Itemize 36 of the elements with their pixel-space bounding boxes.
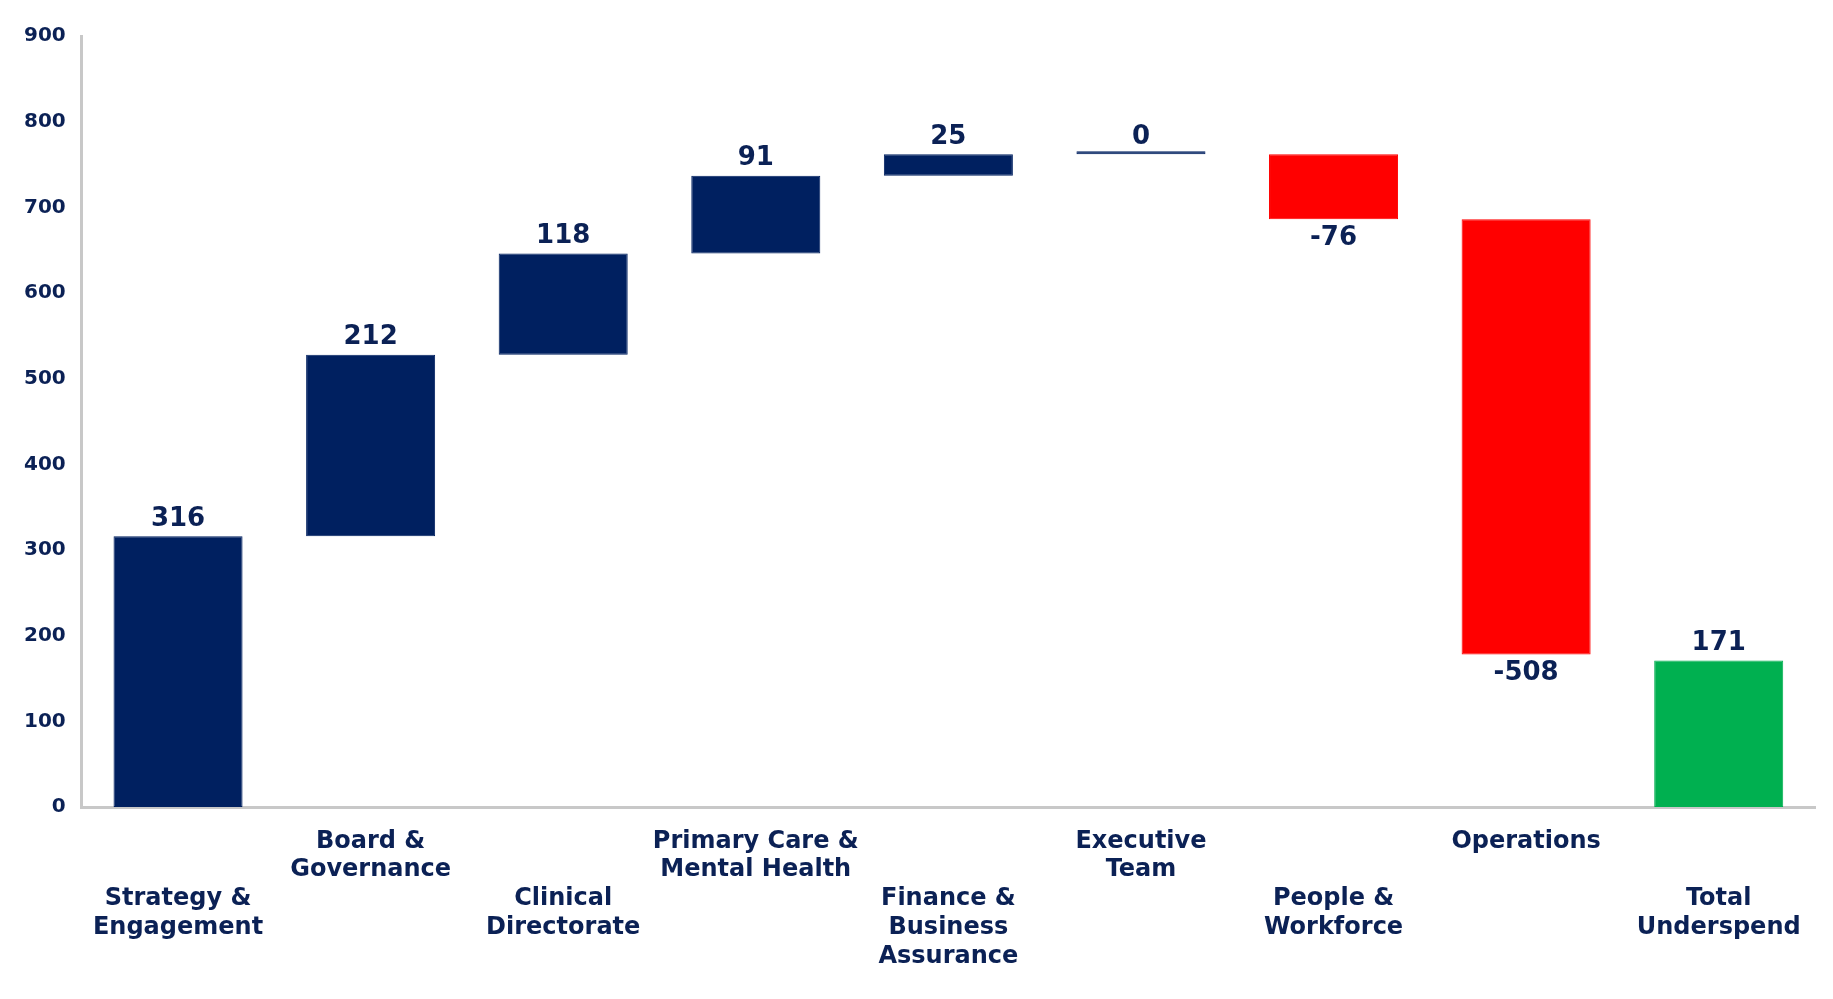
y-tick-label: 600 [24,279,66,304]
data-label: -508 [1493,656,1559,687]
data-label: 118 [536,219,591,250]
data-label: 212 [343,320,398,351]
data-label: 171 [1691,626,1746,657]
x-tick-label: Clinical Directorate [486,883,641,941]
x-tick-label: Board & Governance [290,825,452,883]
bar [113,536,243,807]
x-tick-label: Finance & Business Assurance [878,883,1019,969]
y-tick-label: 700 [24,193,66,218]
y-tick-label: 900 [24,22,66,47]
x-tick-label: Operations [1451,825,1601,854]
y-tick-label: 800 [24,107,66,132]
y-tick-label: 200 [24,621,66,646]
data-label: 0 [1131,119,1150,150]
bar [498,253,628,355]
x-tick-label: Executive Team [1075,825,1207,883]
bar [1461,219,1591,655]
bar [691,175,821,254]
x-tick-label: People & Workforce [1263,883,1404,941]
data-label: 91 [737,141,774,172]
y-tick-label: 100 [24,707,66,732]
y-tick-label: 300 [24,536,66,561]
bar [306,354,436,537]
y-tick-label: 400 [24,450,66,475]
bar [1654,660,1784,807]
bar [883,154,1013,176]
x-tick-label: Total Underspend [1636,883,1801,941]
y-tick-label: 500 [24,364,66,389]
y-tick-label: 0 [51,793,66,818]
data-label: 25 [930,119,967,150]
x-tick-label: Primary Care & Mental Health [652,825,859,883]
x-tick-label: Strategy & Engagement [92,883,264,941]
bar [1269,154,1399,220]
data-label: 316 [150,502,206,533]
data-label: -76 [1310,221,1358,252]
